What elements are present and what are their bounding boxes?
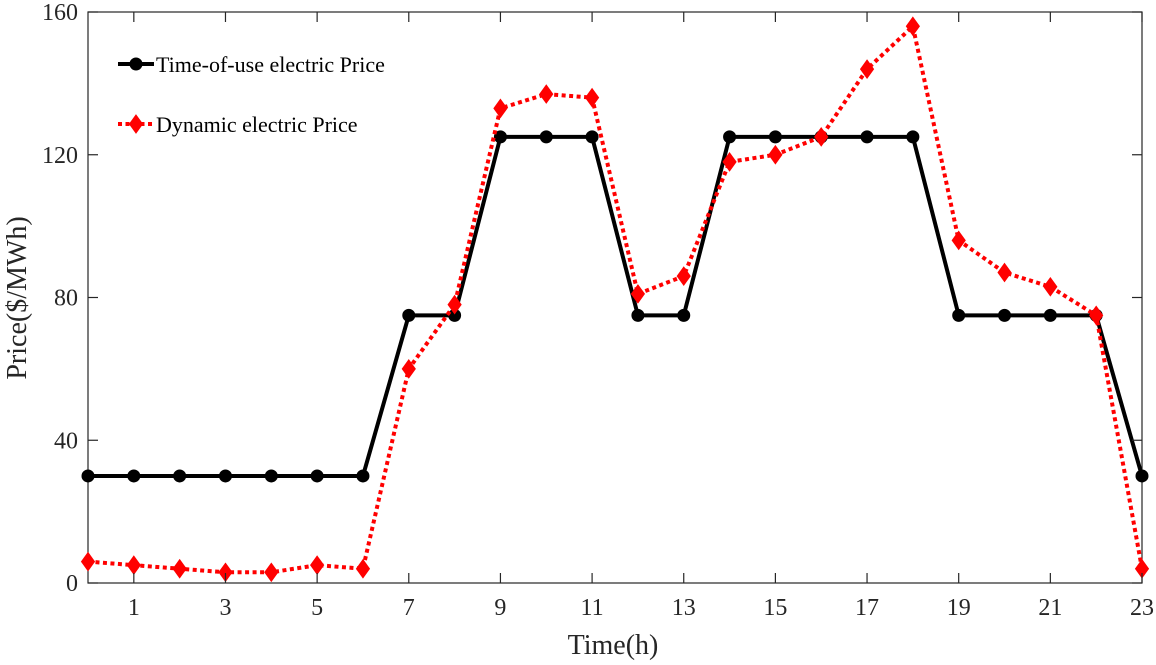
y-axis-label: Price($/MWh) — [2, 216, 33, 379]
data-point — [1089, 305, 1104, 326]
data-point — [80, 551, 96, 572]
data-point — [997, 262, 1012, 283]
series-time-of-use — [81, 130, 1149, 483]
data-point — [768, 130, 782, 144]
y-tick-label: 0 — [66, 571, 78, 597]
data-point — [539, 130, 553, 144]
data-point — [127, 469, 141, 483]
y-tick-label: 120 — [42, 143, 78, 169]
x-tick-label: 3 — [219, 595, 231, 621]
data-point — [81, 469, 95, 483]
data-point — [172, 558, 187, 579]
x-tick-label: 11 — [581, 595, 604, 621]
data-point — [356, 469, 370, 483]
legend-label-time-of-use: Time-of-use electric Price — [156, 52, 385, 77]
data-point — [310, 469, 324, 483]
data-point — [355, 558, 371, 579]
data-point — [631, 308, 645, 322]
x-tick-label: 15 — [763, 595, 787, 621]
data-point — [447, 294, 462, 315]
data-point — [401, 359, 416, 379]
data-point — [723, 130, 737, 144]
data-point — [402, 308, 416, 322]
data-point — [264, 469, 278, 483]
series-line — [88, 134, 1144, 478]
plot-frame — [87, 11, 1143, 584]
data-point — [860, 130, 874, 144]
data-point — [1135, 469, 1149, 483]
data-point — [676, 266, 691, 286]
data-point — [905, 16, 920, 37]
series-layer — [80, 16, 1150, 583]
x-tick-label: 5 — [311, 595, 323, 621]
data-point — [1043, 276, 1058, 297]
x-tick-label: 23 — [1130, 595, 1154, 621]
data-point — [630, 284, 646, 304]
data-point — [677, 308, 691, 322]
plot-area — [87, 11, 1143, 584]
x-tick-label: 19 — [947, 595, 971, 621]
data-point — [768, 144, 783, 165]
x-tick-label: 21 — [1038, 595, 1062, 621]
legend: Time-of-use electric Price Dynamic elect… — [118, 52, 385, 137]
data-point — [1043, 308, 1057, 322]
data-point — [998, 308, 1012, 322]
data-point — [952, 308, 966, 322]
data-point — [584, 87, 600, 108]
x-tick-label: 7 — [403, 595, 415, 621]
y-tick-label: 40 — [54, 428, 78, 454]
x-tick-label: 17 — [855, 595, 879, 621]
data-point — [951, 230, 966, 251]
y-tick-label: 80 — [54, 286, 78, 312]
data-point — [585, 130, 599, 144]
x-tick-label: 9 — [494, 595, 506, 621]
y-tick-label: 160 — [42, 0, 78, 26]
data-point — [906, 130, 920, 144]
x-tick-label: 1 — [128, 595, 140, 621]
series-line — [87, 24, 1144, 575]
x-tick-label: 13 — [672, 595, 696, 621]
data-point — [218, 469, 232, 483]
series-dynamic — [80, 16, 1150, 583]
data-point — [859, 59, 875, 79]
legend-marker-dynamic — [128, 114, 144, 134]
legend-label-dynamic: Dynamic electric Price — [156, 112, 358, 137]
data-point — [264, 562, 279, 583]
legend-marker-time-of-use — [129, 57, 143, 71]
data-point — [722, 152, 737, 172]
data-point — [173, 469, 187, 483]
data-point — [493, 98, 508, 119]
data-point — [814, 127, 829, 147]
data-point — [539, 84, 554, 104]
x-axis-label: Time(h) — [568, 630, 659, 661]
data-point — [493, 130, 507, 144]
